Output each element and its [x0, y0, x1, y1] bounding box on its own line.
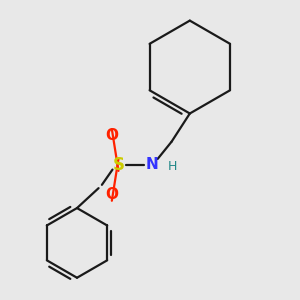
- Text: O: O: [105, 187, 118, 202]
- Text: H: H: [167, 160, 177, 173]
- Text: N: N: [145, 158, 158, 172]
- Text: S: S: [112, 156, 124, 174]
- Text: O: O: [105, 128, 118, 142]
